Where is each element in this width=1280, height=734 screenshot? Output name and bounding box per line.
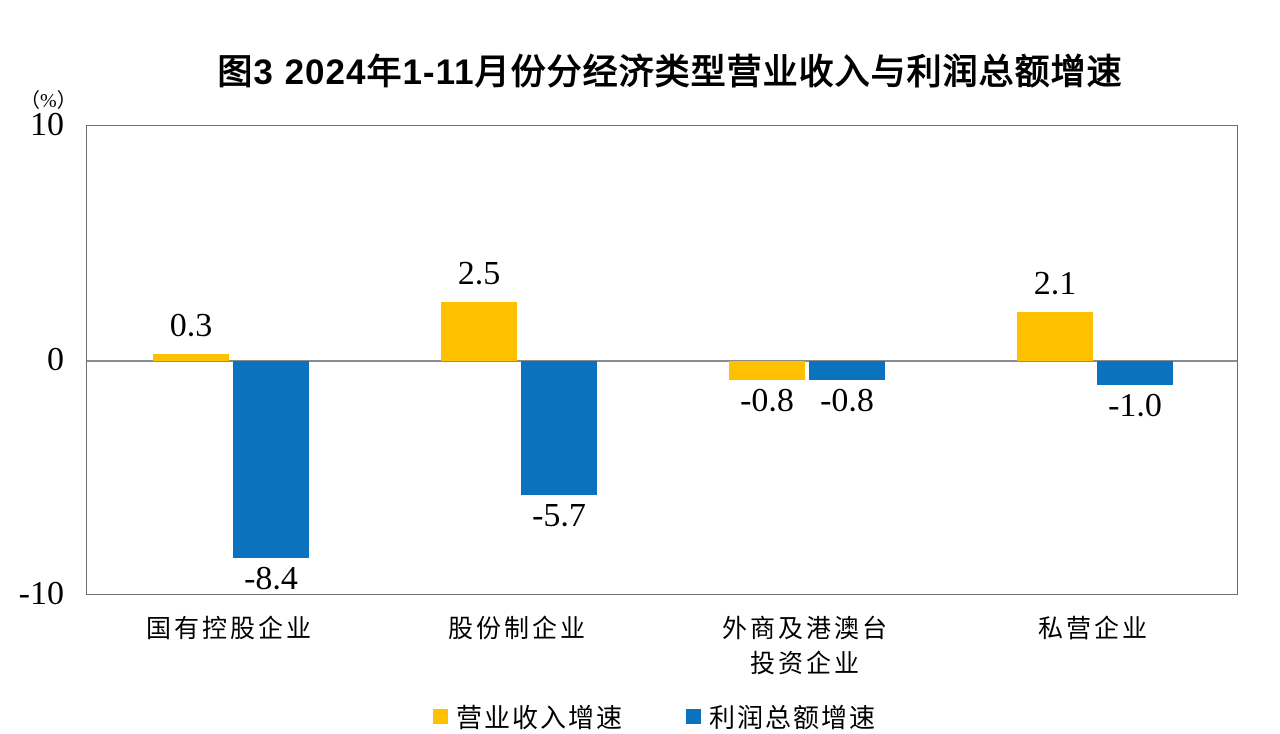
revenue-value-label-cat0: 0.3 xyxy=(169,306,213,344)
y-axis-tick-neg10: -10 xyxy=(18,575,64,612)
profit-value-label-cat0: -8.4 xyxy=(244,560,298,598)
category-label-state-owned: 国有控股企业 xyxy=(145,616,314,643)
legend: 营业收入增速 利润总额增速 xyxy=(0,698,1280,734)
revenue-bar-cat1 xyxy=(441,302,517,362)
y-axis-tick-10: 10 xyxy=(30,106,64,143)
zero-line xyxy=(87,360,1237,362)
legend-swatch-profit xyxy=(686,709,701,724)
category-label-foreign-hkmt: 外商及港澳台 投资企业 xyxy=(721,616,890,678)
legend-entry-revenue: 营业收入增速 xyxy=(432,698,624,734)
legend-swatch-revenue xyxy=(432,709,448,724)
profit-bar-cat3 xyxy=(1097,361,1173,385)
revenue-bar-cat0 xyxy=(153,353,229,361)
legend-label-profit: 利润总额增速 xyxy=(709,704,878,733)
plot-area: 0.3 2.5 -0.8 2.1 -8.4 -5.7 -0.8 -1.0 xyxy=(86,125,1238,597)
profit-value-label-cat3: -1.0 xyxy=(1108,386,1162,424)
legend-entry-profit: 利润总额增速 xyxy=(686,698,877,734)
y-axis-unit-label: （%） xyxy=(20,90,77,112)
revenue-bar-cat2 xyxy=(729,361,805,380)
y-axis-tick-0: 0 xyxy=(47,341,64,378)
profit-value-label-cat1: -5.7 xyxy=(532,497,586,534)
profit-bar-cat0 xyxy=(233,361,309,559)
profit-value-label-cat2: -0.8 xyxy=(820,381,874,419)
revenue-value-label-cat1: 2.5 xyxy=(457,255,501,293)
revenue-value-label-cat3: 2.1 xyxy=(1033,264,1077,302)
category-label-shareholding: 股份制企业 xyxy=(447,616,588,643)
chart-title: 图3 2024年1-11月份分经济类型营业收入与利润总额增速 xyxy=(217,53,1123,92)
legend-label-revenue: 营业收入增速 xyxy=(455,704,624,733)
category-label-private: 私营企业 xyxy=(1037,616,1150,643)
revenue-value-label-cat2: -0.8 xyxy=(740,381,794,419)
profit-bar-cat2 xyxy=(809,361,885,380)
revenue-bar-cat3 xyxy=(1017,311,1093,362)
profit-bar-cat1 xyxy=(521,361,597,495)
